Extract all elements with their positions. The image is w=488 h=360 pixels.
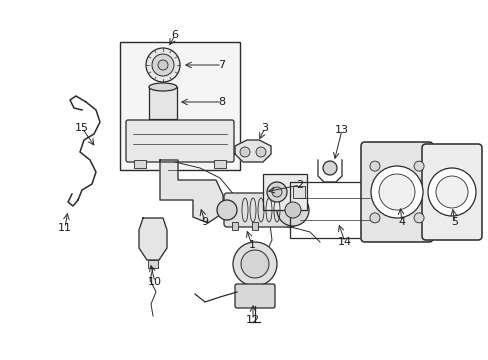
Circle shape [427, 168, 475, 216]
Text: 3: 3 [261, 123, 268, 133]
Bar [148, 260, 158, 268]
Circle shape [266, 182, 286, 202]
Bar [120, 42, 240, 170]
Polygon shape [160, 160, 223, 223]
Circle shape [370, 166, 422, 218]
Circle shape [413, 161, 423, 171]
Text: 12: 12 [245, 315, 260, 325]
Circle shape [276, 194, 308, 226]
Circle shape [232, 242, 276, 286]
Text: 5: 5 [450, 217, 458, 227]
Text: 4: 4 [398, 217, 405, 227]
FancyBboxPatch shape [360, 142, 432, 242]
Text: 8: 8 [218, 97, 225, 107]
Bar [263, 174, 306, 210]
FancyBboxPatch shape [235, 284, 274, 308]
Polygon shape [235, 140, 270, 162]
Text: 15: 15 [75, 123, 89, 133]
Text: 10: 10 [148, 277, 162, 287]
Text: 11: 11 [58, 223, 72, 233]
Text: 13: 13 [334, 125, 348, 135]
Bar [214, 160, 225, 168]
FancyBboxPatch shape [421, 144, 481, 240]
Text: 6: 6 [171, 30, 178, 40]
Circle shape [435, 176, 467, 208]
Circle shape [217, 200, 237, 220]
Text: 14: 14 [337, 237, 351, 247]
Circle shape [369, 213, 379, 223]
Text: 1: 1 [248, 240, 255, 250]
Circle shape [256, 147, 265, 157]
Circle shape [158, 60, 168, 70]
Bar [149, 87, 177, 119]
Circle shape [241, 250, 268, 278]
Text: 9: 9 [201, 217, 208, 227]
Text: 7: 7 [218, 60, 225, 70]
Text: 2: 2 [296, 180, 303, 190]
Bar [251, 222, 258, 230]
FancyBboxPatch shape [224, 193, 294, 227]
Circle shape [271, 187, 282, 197]
Circle shape [146, 48, 180, 82]
Circle shape [369, 161, 379, 171]
Ellipse shape [149, 83, 177, 91]
Bar [292, 186, 305, 198]
Bar [134, 160, 146, 168]
Circle shape [378, 174, 414, 210]
Circle shape [285, 202, 301, 218]
Circle shape [323, 161, 336, 175]
Polygon shape [139, 218, 167, 260]
Circle shape [413, 213, 423, 223]
Bar [289, 182, 379, 238]
Circle shape [152, 54, 174, 76]
Bar [231, 222, 238, 230]
FancyBboxPatch shape [126, 120, 234, 162]
Circle shape [240, 147, 249, 157]
